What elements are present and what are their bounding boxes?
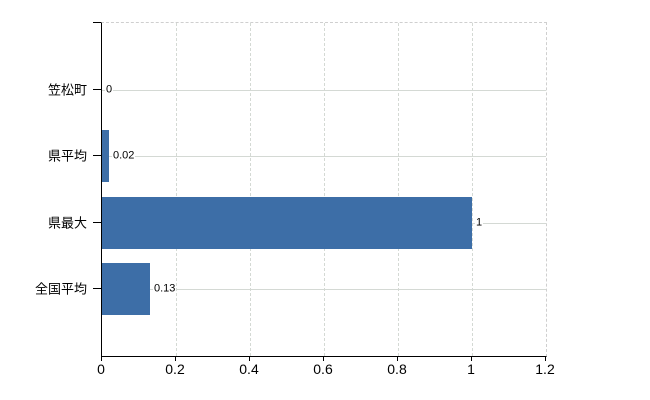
y-axis-tick-1 <box>93 155 101 157</box>
category-label-2: 県最大 <box>47 215 87 231</box>
bar-3 <box>102 263 150 316</box>
bar-2 <box>102 196 472 249</box>
value-label-1: 0.02 <box>112 149 136 163</box>
x-axis-tick-0.8 <box>397 356 398 361</box>
gridline-horizontal-1 <box>102 156 546 158</box>
value-label-0: 0 <box>105 83 114 97</box>
value-label-2: 1 <box>475 216 484 230</box>
category-label-3: 全国平均 <box>34 281 87 297</box>
category-label-0: 笠松町 <box>47 82 87 98</box>
gridline-vertical-0.6 <box>324 23 325 356</box>
x-axis-tick-0 <box>101 356 102 361</box>
bar-1 <box>102 130 109 183</box>
y-axis-tick-top <box>93 22 101 23</box>
x-axis-tick-label-0: 0 <box>97 361 105 377</box>
y-axis-tick-0 <box>93 88 101 90</box>
gridline-vertical-0.4 <box>250 23 251 356</box>
x-axis-tick-1.2 <box>545 356 546 361</box>
x-axis-tick-label-0.6: 0.6 <box>313 361 333 377</box>
x-axis-tick-label-1.2: 1.2 <box>535 361 555 377</box>
value-label-3: 0.13 <box>153 282 177 296</box>
x-axis-tick-label-0.8: 0.8 <box>387 361 407 377</box>
x-axis-tick-0.4 <box>249 356 250 361</box>
x-axis-tick-label-0.2: 0.2 <box>165 361 185 377</box>
y-axis-tick-2 <box>93 221 101 223</box>
gridline-vertical-1 <box>472 23 473 356</box>
plot-area: 0 0.02 1 0.13 <box>101 22 547 357</box>
gridline-vertical-0.8 <box>398 23 399 356</box>
gridline-horizontal-0 <box>102 89 546 91</box>
gridline-horizontal-3 <box>102 289 546 291</box>
category-label-1: 県平均 <box>47 148 87 164</box>
x-axis-tick-label-0.4: 0.4 <box>239 361 259 377</box>
x-axis-tick-label-1: 1 <box>467 361 475 377</box>
y-axis-tick-3 <box>93 288 101 290</box>
x-axis-tick-1 <box>471 356 472 361</box>
x-axis-tick-0.6 <box>323 356 324 361</box>
x-axis-tick-0.2 <box>175 356 176 361</box>
gridline-vertical-0.2 <box>176 23 177 356</box>
